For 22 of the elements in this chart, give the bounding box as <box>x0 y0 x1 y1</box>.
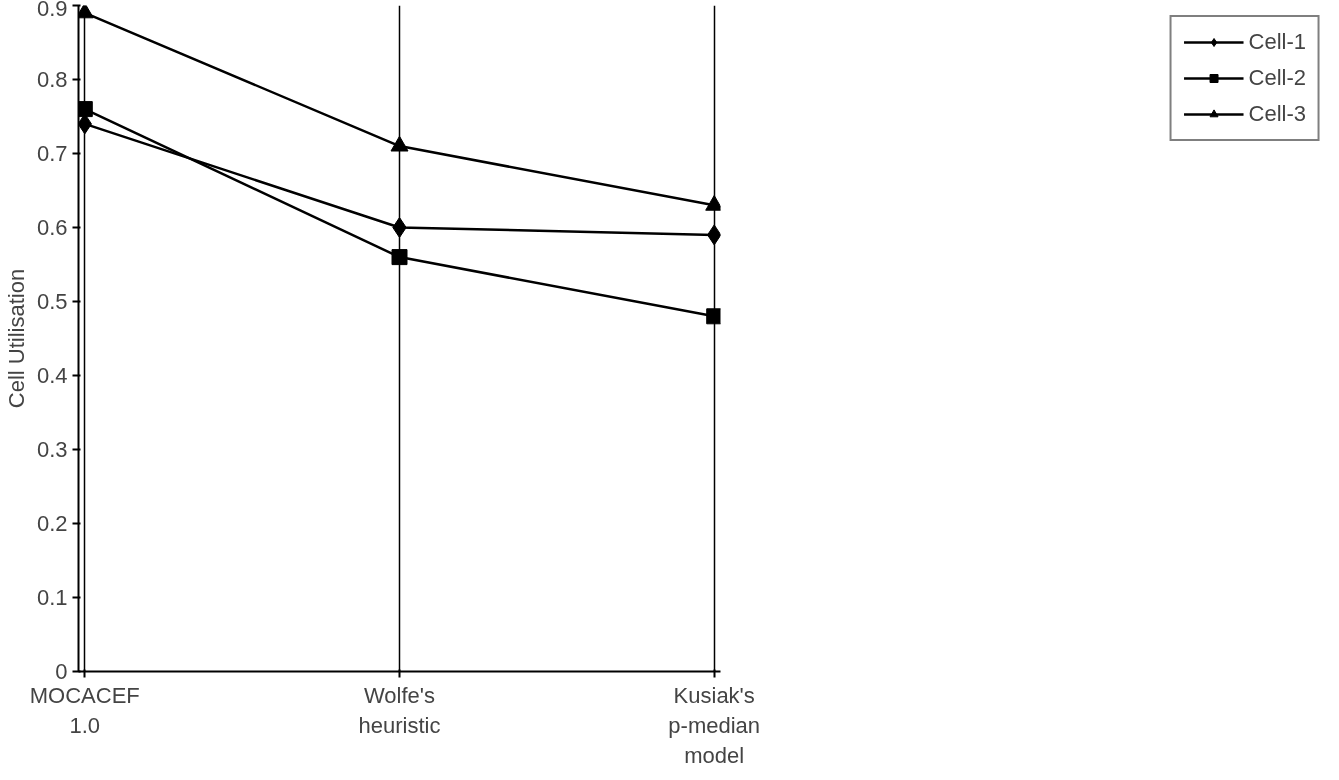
y-tick-label: 0.7 <box>36 141 68 166</box>
legend-label: Cell-3 <box>1248 101 1306 127</box>
y-tick-label: 0.5 <box>36 289 68 314</box>
point <box>78 5 94 19</box>
y-tick-label: 0.4 <box>36 363 68 388</box>
point <box>391 249 408 266</box>
y-tick-label: 0.8 <box>36 67 68 92</box>
y-tick-label: 0 <box>55 659 68 684</box>
y-tick-label: 0.2 <box>36 511 68 536</box>
x-tick-label: MOCACEF 1.0 <box>29 682 140 738</box>
y-tick-label: 0.1 <box>36 585 68 610</box>
x-tick-label: Wolfe's heuristic <box>358 682 441 738</box>
point <box>78 101 93 118</box>
point <box>392 217 407 238</box>
y-tick-label: 0.3 <box>36 437 68 462</box>
y-tick-label: 0.9 <box>36 0 68 21</box>
point <box>706 308 721 325</box>
y-axis-title: Cell Utilisation <box>3 268 29 409</box>
y-tick-label: 0.6 <box>36 215 68 240</box>
legend-label: Cell-2 <box>1248 65 1306 91</box>
legend-label: Cell-1 <box>1248 29 1306 55</box>
x-tick-label: Kusiak's p-median model <box>668 682 761 768</box>
